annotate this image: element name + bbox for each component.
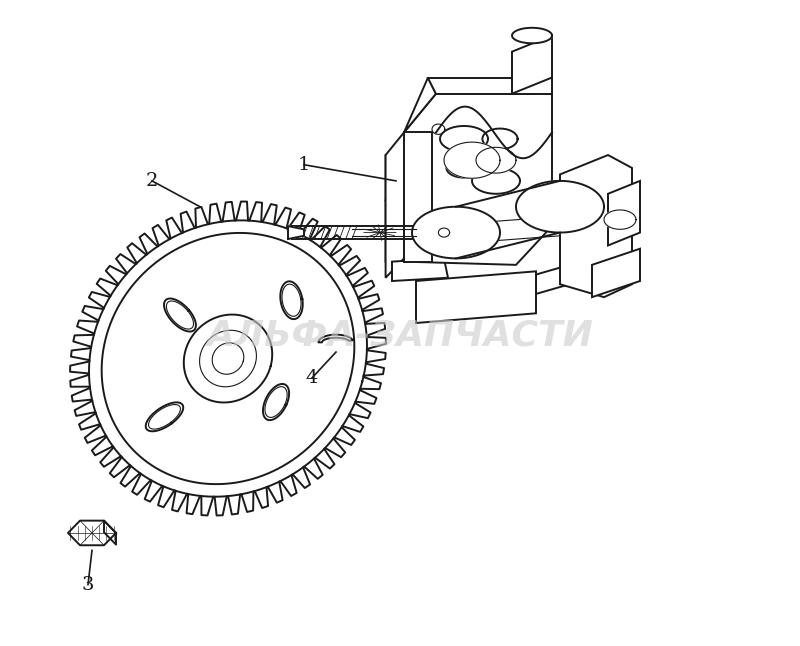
Polygon shape bbox=[146, 402, 183, 432]
Text: АЛЬФА-ЗАПЧАСТИ: АЛЬФА-ЗАПЧАСТИ bbox=[206, 319, 594, 353]
Polygon shape bbox=[68, 521, 116, 545]
Polygon shape bbox=[608, 181, 640, 245]
Text: 1: 1 bbox=[298, 156, 310, 174]
Polygon shape bbox=[592, 249, 640, 297]
Polygon shape bbox=[512, 28, 552, 43]
Polygon shape bbox=[482, 129, 518, 149]
Polygon shape bbox=[386, 132, 404, 278]
Polygon shape bbox=[164, 298, 196, 331]
Polygon shape bbox=[104, 521, 116, 545]
Polygon shape bbox=[70, 202, 386, 516]
Polygon shape bbox=[472, 168, 520, 194]
Polygon shape bbox=[440, 126, 488, 152]
Polygon shape bbox=[512, 36, 552, 94]
Polygon shape bbox=[386, 149, 406, 200]
Text: 3: 3 bbox=[82, 576, 94, 594]
Polygon shape bbox=[404, 94, 552, 265]
Polygon shape bbox=[604, 210, 636, 229]
Polygon shape bbox=[392, 258, 448, 281]
Polygon shape bbox=[263, 384, 289, 420]
Polygon shape bbox=[386, 197, 406, 262]
Polygon shape bbox=[184, 315, 272, 402]
Polygon shape bbox=[404, 132, 432, 262]
Polygon shape bbox=[476, 147, 516, 173]
Polygon shape bbox=[318, 335, 353, 342]
Polygon shape bbox=[560, 155, 632, 297]
Polygon shape bbox=[288, 226, 304, 239]
Polygon shape bbox=[416, 271, 536, 323]
Polygon shape bbox=[102, 233, 354, 484]
Text: 4: 4 bbox=[306, 369, 318, 387]
Text: 2: 2 bbox=[146, 172, 158, 190]
Polygon shape bbox=[516, 181, 604, 233]
Polygon shape bbox=[446, 158, 482, 178]
Polygon shape bbox=[536, 258, 592, 294]
Polygon shape bbox=[404, 78, 436, 132]
Polygon shape bbox=[444, 142, 500, 178]
Polygon shape bbox=[412, 207, 500, 258]
Polygon shape bbox=[428, 78, 552, 94]
Polygon shape bbox=[280, 282, 302, 319]
